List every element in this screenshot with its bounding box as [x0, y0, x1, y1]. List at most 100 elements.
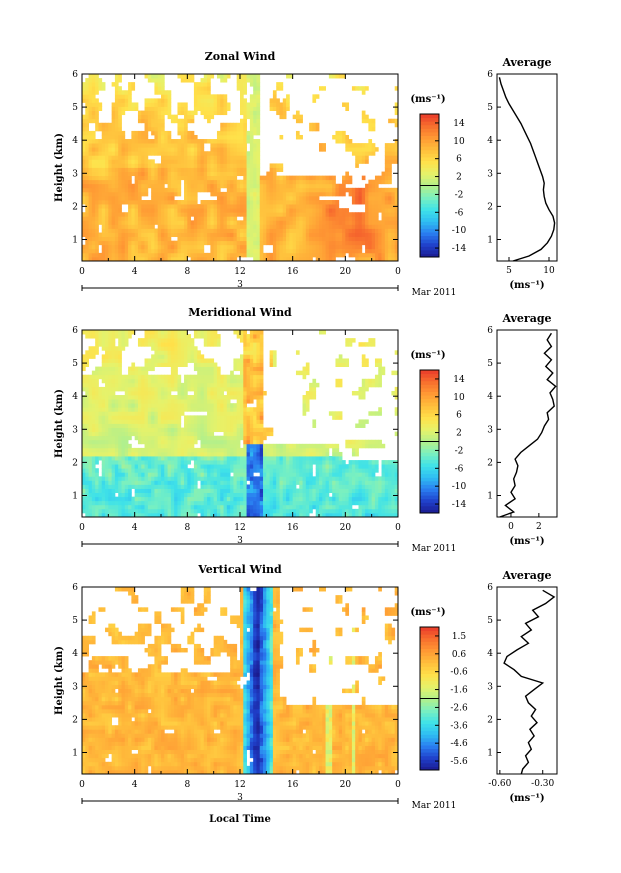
heatmap-cell: [243, 143, 247, 148]
heatmap-cell: [272, 183, 277, 189]
heatmap-cell: [105, 171, 109, 177]
heatmap-cell: [124, 330, 129, 335]
heatmap-cell: [197, 472, 201, 477]
heatmap-cell: [91, 134, 96, 140]
heatmap-cell: [167, 212, 172, 217]
heatmap-cell: [137, 252, 142, 258]
heatmap-cell: [85, 460, 89, 465]
heatmap-cell: [91, 431, 96, 437]
heatmap-cell: [134, 167, 139, 172]
heatmap-cell: [144, 74, 149, 79]
heatmap-cell: [147, 204, 152, 209]
heatmap-cell: [391, 220, 396, 225]
heatmap-cell: [114, 480, 119, 485]
heatmap-cell: [124, 403, 129, 408]
heatmap-cell: [98, 512, 103, 518]
heatmap-cell: [184, 346, 188, 351]
heatmap-cell: [144, 220, 149, 225]
heatmap-cell: [134, 447, 139, 453]
heatmap-cell: [157, 98, 162, 103]
heatmap-cell: [276, 183, 280, 189]
heatmap-cell: [108, 200, 113, 205]
heatmap-cell: [95, 78, 99, 83]
heatmap-cell: [114, 216, 119, 221]
heatmap-cell: [207, 386, 211, 392]
heatmap-cell: [355, 159, 359, 164]
heatmap-cell: [249, 236, 254, 242]
heatmap-cell: [164, 334, 168, 339]
heatmap-cell: [121, 382, 126, 388]
heatmap-cell: [203, 256, 208, 262]
heatmap-cell: [161, 191, 165, 197]
heatmap-cell: [91, 187, 96, 193]
heatmap-cell: [230, 240, 234, 246]
heatmap-cell: [170, 151, 175, 156]
heatmap-cell: [256, 191, 261, 197]
heatmap-cell: [233, 143, 238, 148]
heatmap-cell: [187, 419, 192, 424]
heatmap-cell: [226, 504, 231, 510]
heatmap-cell: [101, 374, 106, 380]
heatmap-cell: [203, 399, 208, 404]
heatmap-cell: [269, 167, 274, 172]
heatmap-cell: [184, 350, 188, 355]
heatmap-cell: [114, 500, 119, 506]
heatmap-cell: [170, 484, 175, 489]
heatmap-cell: [174, 472, 178, 477]
heatmap-cell: [190, 358, 195, 363]
heatmap-cell: [203, 382, 208, 388]
heatmap-cell: [335, 187, 340, 193]
heatmap-cell: [216, 423, 221, 428]
heatmap-cell: [305, 240, 310, 246]
heatmap-cell: [223, 419, 228, 424]
heatmap-cell: [292, 179, 297, 185]
heatmap-cell: [167, 139, 172, 144]
heatmap-cell: [118, 228, 122, 233]
heatmap-cell: [197, 460, 201, 465]
heatmap-cell: [114, 415, 119, 420]
heatmap-cell: [154, 431, 159, 437]
heatmap-cell: [154, 330, 159, 335]
heatmap-cell: [295, 224, 300, 229]
heatmap-cell: [111, 256, 116, 262]
heatmap-cell: [118, 200, 122, 205]
heatmap-cell: [233, 256, 238, 262]
heatmap-cell: [105, 216, 109, 221]
heatmap-cell: [243, 106, 247, 111]
heatmap-cell: [200, 480, 205, 485]
heatmap-cell: [111, 330, 116, 335]
heatmap-cell: [299, 204, 303, 209]
heatmap-cell: [246, 130, 251, 136]
heatmap-cell: [95, 191, 99, 197]
heatmap-cell: [213, 399, 218, 404]
heatmap-cell: [154, 456, 159, 461]
heatmap-cell: [154, 419, 159, 424]
heatmap-cell: [328, 183, 333, 189]
heatmap-cell: [141, 464, 145, 469]
heatmap-cell: [236, 155, 241, 160]
heatmap-cell: [105, 256, 109, 262]
heatmap-cell: [85, 443, 89, 449]
heatmap-cell: [174, 476, 178, 481]
heatmap-cell: [137, 244, 142, 250]
heatmap-cell: [111, 354, 116, 359]
heatmap-cell: [272, 252, 277, 258]
heatmap-cell: [223, 386, 228, 392]
heatmap-cell: [128, 216, 132, 221]
heatmap-cell: [286, 179, 290, 185]
heatmap-cell: [190, 508, 195, 514]
heatmap-cell: [95, 484, 99, 489]
heatmap-cell: [210, 435, 215, 441]
heatmap-cell: [154, 407, 159, 412]
heatmap-cell: [134, 208, 139, 213]
heatmap-cell: [197, 252, 201, 258]
heatmap-cell: [253, 159, 257, 164]
heatmap-cell: [220, 484, 224, 489]
heatmap-cell: [131, 427, 136, 433]
heatmap-cell: [154, 415, 159, 420]
heatmap-cell: [161, 382, 165, 388]
heatmap-cell: [230, 212, 234, 217]
heatmap-cell: [305, 179, 310, 185]
heatmap-cell: [203, 370, 208, 376]
heatmap-cell: [170, 244, 175, 250]
